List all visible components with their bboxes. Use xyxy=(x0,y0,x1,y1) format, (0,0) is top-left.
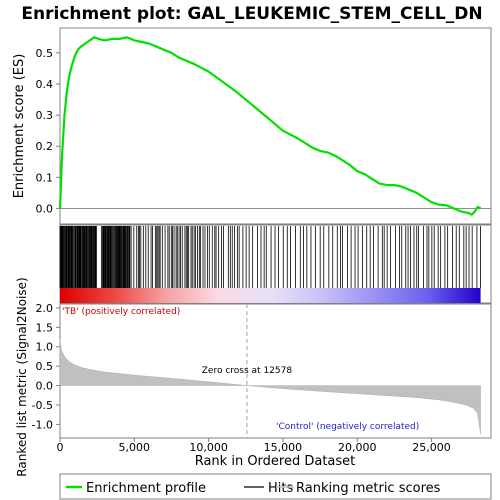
enrichment-profile-line xyxy=(58,36,482,216)
metric-y-tick-label-3: 0.5 xyxy=(36,360,54,373)
metric-panel: 2.0 1.5 1.0 0.5 0.0 -0.5 -1.0 Zero cross at 12… xyxy=(15,277,492,477)
metric-y-ticks: 2.0 1.5 1.0 0.5 0.0 -0.5 -1.0 xyxy=(32,302,60,431)
chart-title: Enrichment plot: GAL_LEUKEMIC_STEM_CELL_… xyxy=(21,4,482,24)
x-tick-label-5: 25,000 xyxy=(412,441,451,454)
metric-y-axis-label: Ranked list metric (Signal2Noise) xyxy=(15,277,29,476)
metric-y-tick-label-4: 0.0 xyxy=(36,380,54,393)
zero-cross-label: Zero cross at 12578 xyxy=(202,366,293,376)
legend: Enrichment profile Hits Ranking metric s… xyxy=(59,473,492,500)
metric-y-tick-label-0: 2.0 xyxy=(36,302,54,315)
legend-enrichment-label: Enrichment profile xyxy=(86,481,206,496)
ranked-list-color-bar xyxy=(60,288,481,303)
x-axis-label: Rank in Ordered Dataset xyxy=(195,454,356,469)
es-y-tick-label-4: 0.4 xyxy=(36,78,54,91)
metric-y-tick-label-2: 1.0 xyxy=(36,341,54,354)
x-axis: 0 5,000 10,000 15,000 20,000 25,000 xyxy=(57,438,451,454)
metric-y-tick-label-5: -0.5 xyxy=(32,399,53,412)
es-y-ticks: 0.0 0.1 0.2 0.3 0.4 0.5 xyxy=(36,47,60,215)
legend-frame xyxy=(59,473,492,500)
es-panel-frame xyxy=(59,27,492,225)
negative-correlation-label: 'Control' (negatively correlated) xyxy=(276,422,419,432)
metric-y-tick-label-1: 1.5 xyxy=(36,321,54,334)
x-tick-label-1: 5,000 xyxy=(119,441,151,454)
x-tick-label-0: 0 xyxy=(57,441,64,454)
es-y-tick-label-1: 0.1 xyxy=(36,171,54,184)
legend-metric-label: Ranking metric scores xyxy=(296,481,441,496)
hits-panel xyxy=(59,224,492,304)
es-panel: 0.0 0.1 0.2 0.3 0.4 0.5 Enrichment score (ES) xyxy=(12,27,492,225)
es-y-tick-label-3: 0.3 xyxy=(36,109,54,122)
es-y-tick-label-0: 0.0 xyxy=(36,202,54,215)
ranking-metric-area xyxy=(59,338,481,435)
es-y-axis-label: Enrichment score (ES) xyxy=(12,54,27,199)
hit-lines xyxy=(59,226,481,288)
x-tick-label-2: 10,000 xyxy=(189,441,228,454)
positive-correlation-label: 'TB' (positively correlated) xyxy=(62,307,180,317)
x-tick-label-4: 20,000 xyxy=(338,441,377,454)
legend-hits-label: Hits xyxy=(268,481,293,496)
es-y-tick-label-5: 0.5 xyxy=(36,47,54,60)
x-tick-label-3: 15,000 xyxy=(264,441,303,454)
metric-y-tick-label-6: -1.0 xyxy=(32,418,53,431)
es-y-tick-label-2: 0.2 xyxy=(36,140,54,153)
